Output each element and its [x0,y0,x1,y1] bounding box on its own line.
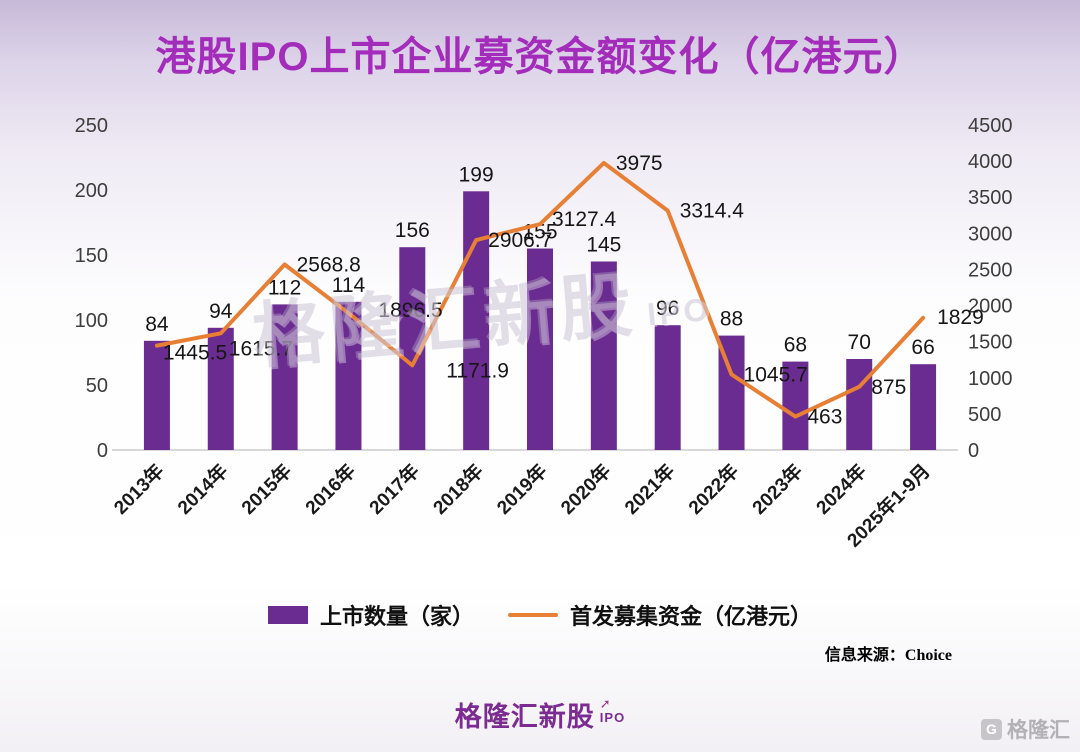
left-tick-label: 100 [75,310,108,332]
bar-value-label: 199 [459,163,494,186]
bar-value-label: 96 [656,297,679,320]
line-swatch-icon [508,613,558,617]
x-axis-label: 2024年 [811,459,871,519]
line-value-label: 1045.7 [744,363,808,386]
left-tick-label: 0 [97,440,108,462]
x-axis-label: 2013年 [109,459,169,519]
bar [846,359,873,450]
line-value-label: 2568.8 [297,253,361,276]
right-tick-label: 4500 [968,115,1013,137]
bar-value-label: 94 [209,300,233,323]
left-tick-label: 50 [86,375,108,397]
line-value-label: 1896.5 [378,299,442,322]
line-value-labels: 1445.5 1615.7 2568.8 1896.5 1171.9 2906.73127… [163,152,984,429]
footer-brand-logo: 格隆汇新股 ➚ IPO [0,695,1080,734]
right-tick-label: 2500 [968,259,1013,281]
x-axis-label: 2022年 [683,459,743,519]
line-value-label: 3975 [616,152,663,175]
footer-brand-stack: ➚ IPO [600,697,625,724]
left-tick-label: 150 [75,245,108,267]
bar [271,304,298,450]
chart-legend: 上市数量（家） 首发募集资金（亿港元） [0,599,1080,631]
page-title: 港股IPO上市企业募资金额变化（亿港元） [155,35,925,79]
legend-line-label: 首发募集资金（亿港元） [570,604,813,629]
bar-value-label: 145 [586,234,621,257]
x-axis-label: 2016年 [300,459,360,519]
data-source-note: 信息来源：Choice [824,647,952,664]
bar [782,361,809,450]
bar-value-label: 68 [784,334,807,357]
bar [463,191,490,451]
x-axis-label: 2015年 [237,459,297,519]
right-tick-label: 500 [968,404,1001,426]
bar [590,261,617,450]
bar-value-label: 66 [911,336,934,359]
bar-swatch-icon [267,606,308,624]
line-series [154,160,926,419]
line-value-label: 1445.5 [163,342,227,365]
footer-brand-text: 格隆汇新股 [454,702,595,732]
line-value-label: 2906.7 [488,229,552,252]
right-tick-label: 1500 [968,332,1013,354]
bar-value-label: 88 [720,308,743,331]
legend-bar-label: 上市数量（家） [319,604,474,629]
line-value-label: 3127.4 [552,208,617,231]
x-axis-label: 2019年 [492,459,552,519]
right-tick-label: 2000 [968,296,1013,318]
trend-arrow-icon: ➚ [599,696,611,711]
right-tick-label: 3000 [968,223,1013,245]
gelonghui-corner-logo: G 格隆汇 [981,714,1070,744]
x-axis-label: 2020年 [556,459,616,519]
x-axis-label: 2023年 [747,459,807,519]
bar-value-label: 84 [145,313,169,336]
x-axis-label: 2017年 [364,459,424,519]
bar-value-label: 70 [848,331,871,354]
bar [910,364,937,450]
line-value-label: 3314.4 [680,200,745,223]
left-tick-label: 200 [75,180,108,202]
right-axis-ticks: 0 500 1000 1500 2000 2500 3000 3500 4000 4500 [968,115,1013,462]
bar-value-label: 156 [395,219,430,242]
bar-value-label: 112 [268,276,301,299]
right-tick-label: 1000 [968,368,1013,390]
x-axis-label: 2021年 [620,459,680,519]
x-axis-label: 2018年 [428,459,488,519]
gelonghui-logo-icon: G [981,718,1002,740]
line-value-label: 1171.9 [446,359,509,382]
right-tick-label: 0 [968,440,979,462]
combo-chart: 0501001502002500500100015002000250030003… [75,115,1013,552]
bar [654,325,681,450]
bar [335,301,362,450]
legend-item-line: 首发募集资金（亿港元） [508,599,812,631]
right-tick-label: 3500 [968,187,1013,209]
gelonghui-logo-text: 格隆汇 [1007,719,1070,742]
line-value-label: 463 [807,406,842,429]
right-tick-label: 4000 [968,151,1013,173]
x-axis-labels: 2013年 2014年 2015年 2016年 2017年 2018年 2019年 2020年… [109,459,935,551]
bar [207,327,234,450]
line-value-label: 1829 [937,306,984,329]
bar-value-label: 114 [332,274,366,297]
line-value-label: 1615.7 [229,337,293,360]
legend-item-bar: 上市数量（家） [267,599,474,631]
left-tick-label: 250 [75,115,108,137]
bar [143,340,170,450]
left-axis-ticks: 0 50 100 150 200 250 [75,115,108,462]
footer-brand-ipo: IPO [599,709,626,725]
bar [527,248,553,450]
line-value-label: 875 [871,376,906,399]
x-axis-label: 2014年 [173,459,233,519]
